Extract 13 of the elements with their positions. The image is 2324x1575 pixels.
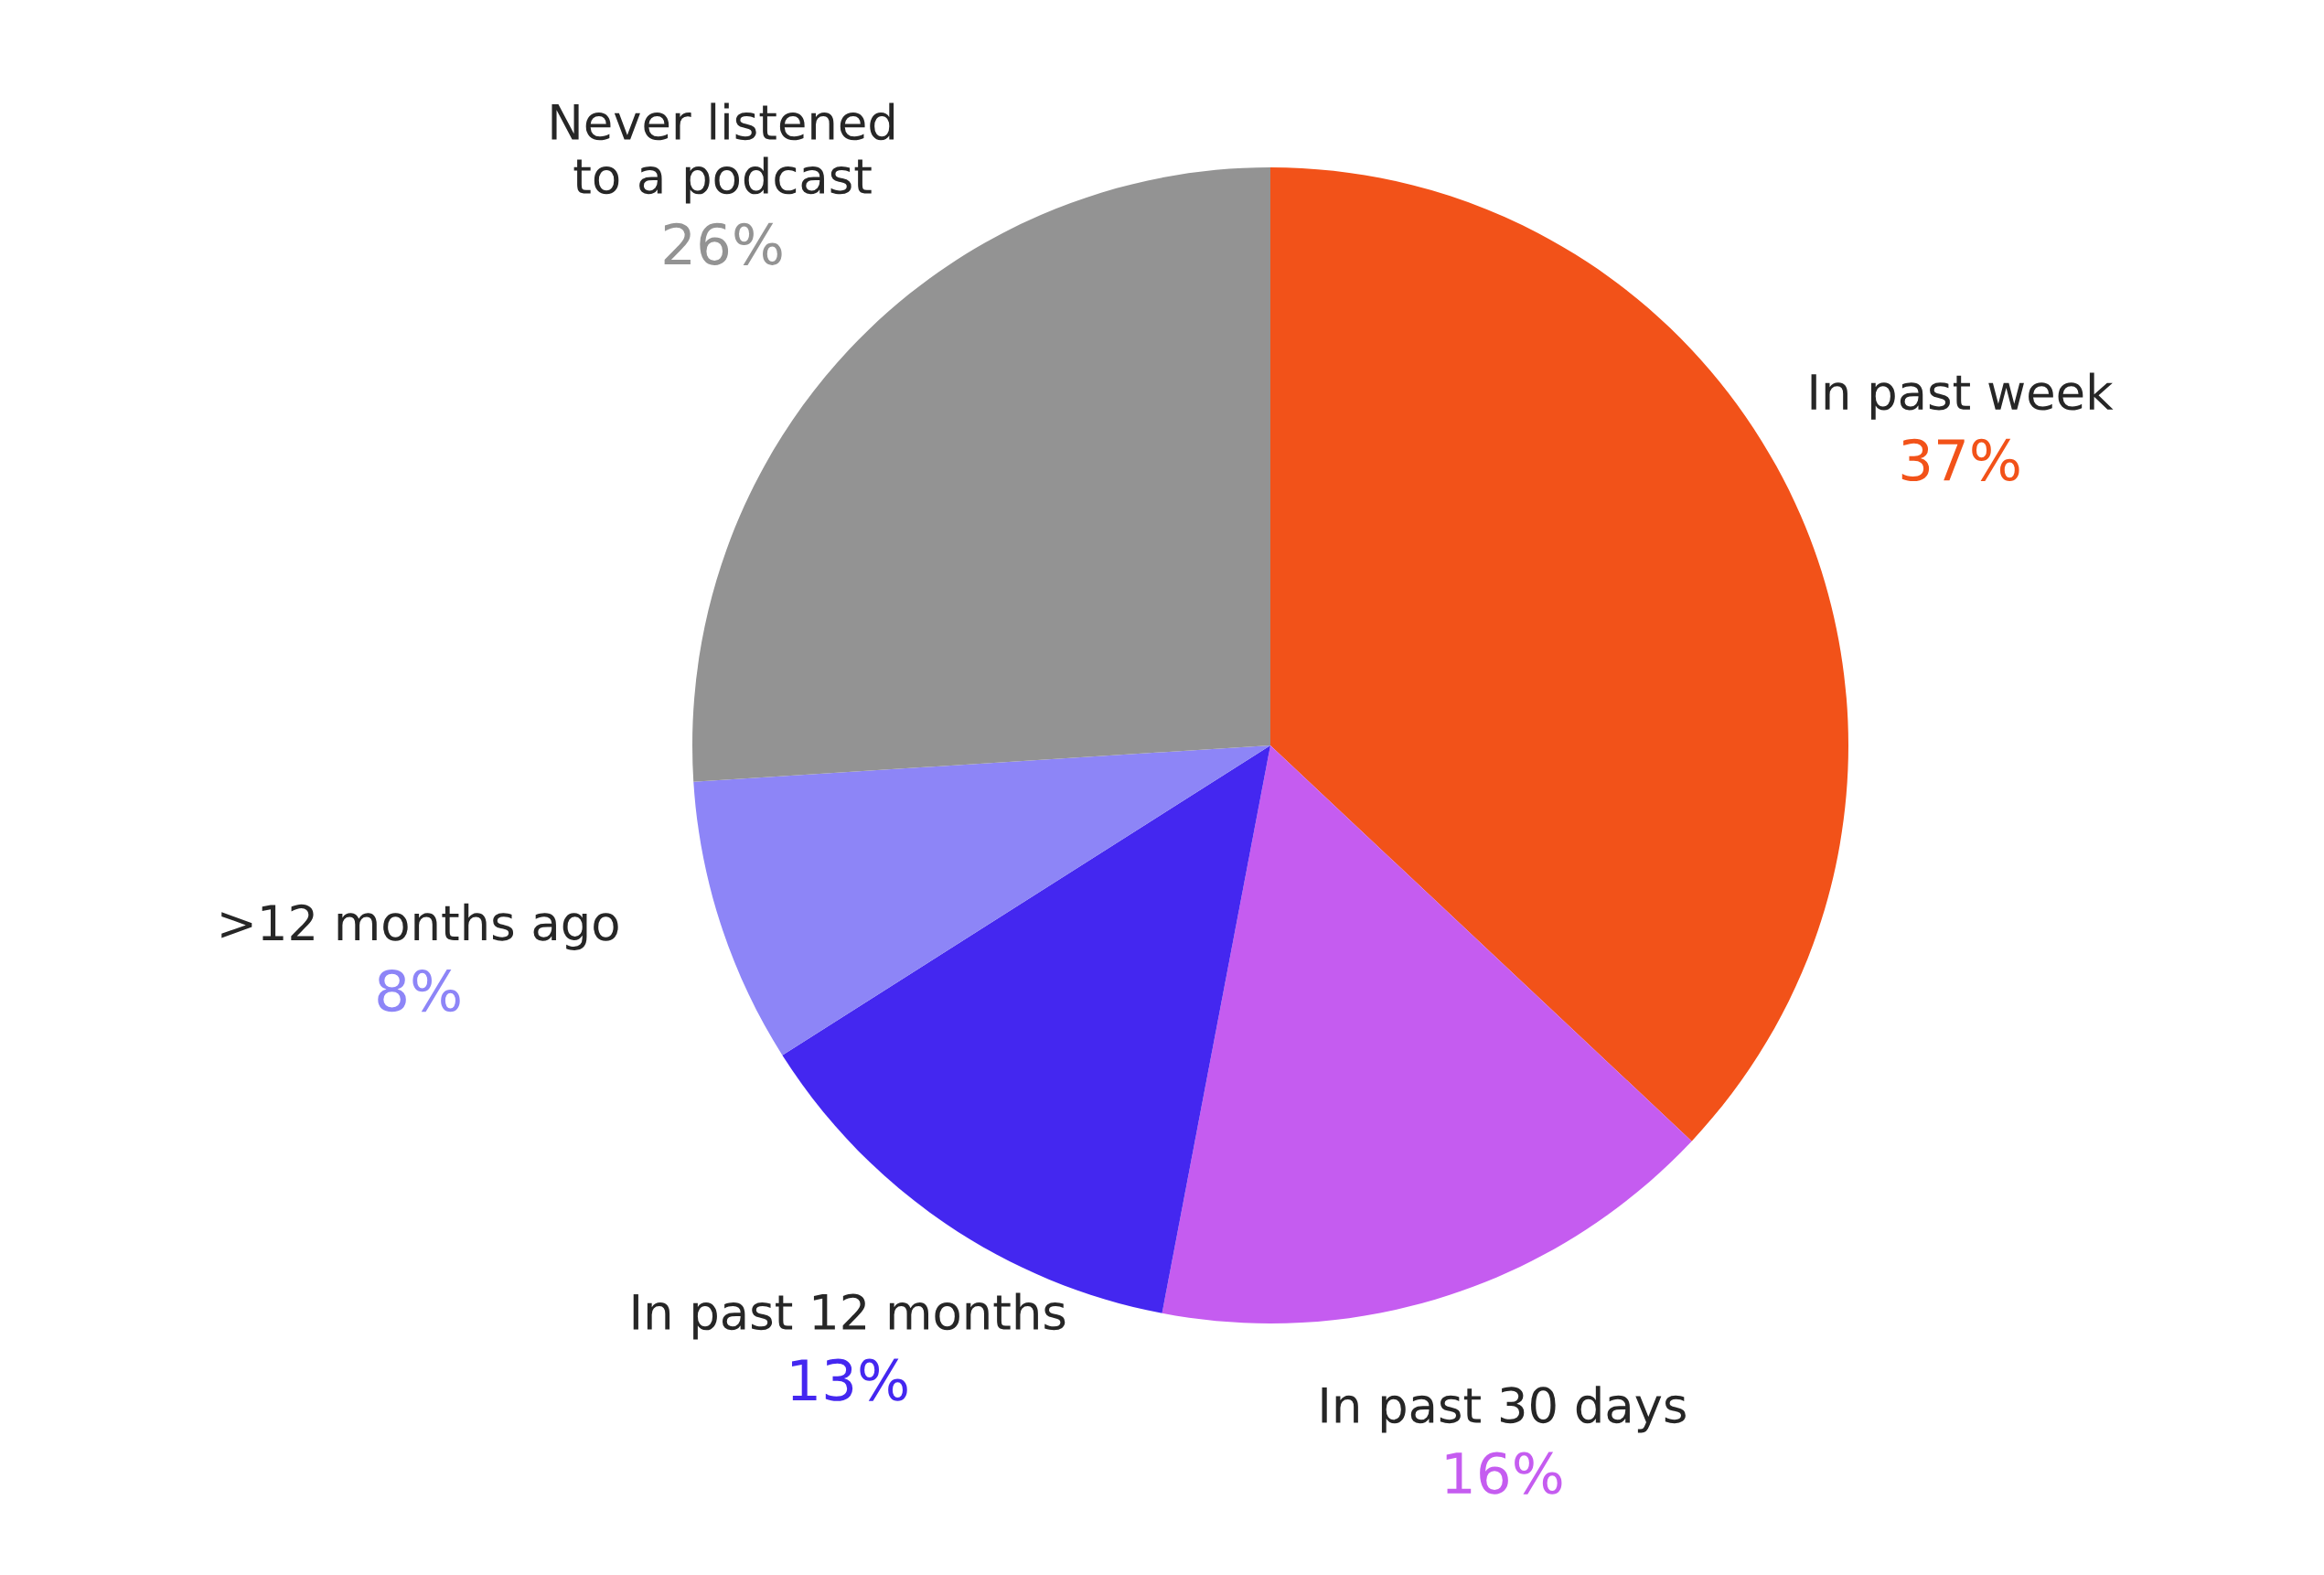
slice-label: >12 months ago: [221, 903, 618, 950]
data-label: 13%: [791, 1358, 907, 1401]
data-label: 26%: [664, 222, 782, 265]
data-label: 8%: [378, 969, 460, 1012]
pie-slice: [1270, 167, 1848, 1141]
slice-label: In past 30 days: [1322, 1386, 1686, 1433]
slice-label: In past 12 months: [633, 1292, 1066, 1340]
pie-slice: [693, 745, 1270, 1055]
slice-label: In past week: [1811, 372, 2114, 420]
data-label: 16%: [1446, 1452, 1562, 1495]
slice-label: Never listened to a podcast: [552, 102, 894, 204]
pie-slice: [1162, 745, 1692, 1323]
data-label: 37%: [1901, 438, 2019, 482]
